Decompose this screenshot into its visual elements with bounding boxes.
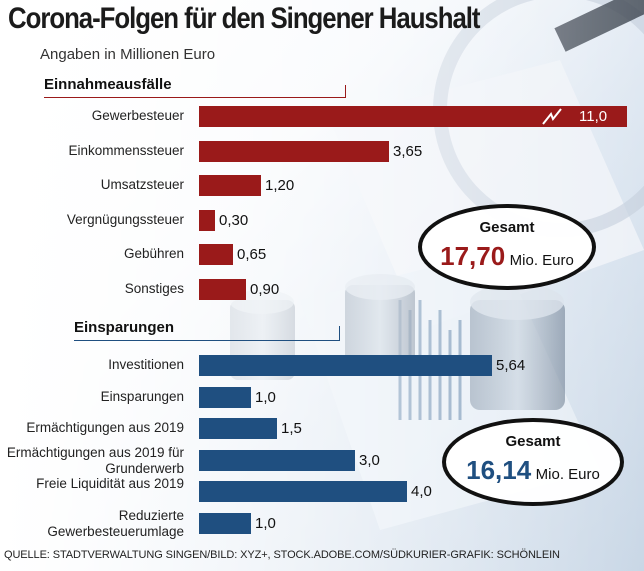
chart-subtitle: Angaben in Millionen Euro — [40, 46, 216, 63]
income-bar — [199, 106, 627, 127]
income-section-rule — [44, 97, 346, 98]
income-bar — [199, 244, 233, 265]
income-category-label: Einkommenssteuer — [68, 143, 184, 158]
savings-category-label: Ermächtigungen aus 2019 für Grunderwerb — [6, 445, 184, 476]
income-category-label: Vergnügungssteuer — [66, 212, 184, 227]
income-category-label: Gewerbesteuer — [91, 108, 184, 123]
savings-total-value: 16,14 — [466, 455, 532, 485]
savings-bar — [199, 481, 407, 502]
income-section-title: Einnahmeausfälle — [44, 76, 172, 93]
savings-total-label: Gesamt — [505, 433, 561, 450]
income-bar — [199, 175, 261, 196]
savings-bar — [199, 355, 492, 376]
axis-break-icon — [542, 108, 562, 125]
savings-bar — [199, 450, 355, 471]
savings-total-box: Gesamt 16,14 Mio. Euro — [442, 418, 624, 506]
income-value-label: 11,0 — [579, 108, 608, 125]
income-category-label: Sonstiges — [124, 281, 184, 296]
income-bar — [199, 210, 215, 231]
savings-value-label: 1,0 — [255, 515, 276, 532]
savings-category-label: Investitionen — [108, 357, 184, 372]
income-value-label: 3,65 — [393, 143, 423, 160]
income-value-label: 1,20 — [265, 177, 295, 194]
income-value-label: 0,30 — [219, 212, 249, 229]
income-value-label: 0,65 — [237, 246, 267, 263]
income-section-tick — [345, 85, 346, 98]
income-total-value: 17,70 — [440, 241, 506, 271]
savings-category-label: Freie Liquidität aus 2019 — [36, 476, 184, 491]
savings-category-label: Reduzierte Gewerbesteuerumlage — [47, 508, 184, 539]
savings-category-label: Einsparungen — [100, 389, 184, 404]
savings-value-label: 1,5 — [281, 420, 302, 437]
income-category-label: Gebühren — [123, 246, 184, 261]
savings-bar — [199, 387, 251, 408]
savings-value-label: 5,64 — [496, 357, 526, 374]
savings-total-unit: Mio. Euro — [535, 466, 600, 483]
savings-value-label: 1,0 — [255, 389, 276, 406]
savings-section-tick — [339, 326, 340, 341]
income-total-unit: Mio. Euro — [509, 252, 574, 269]
income-bar — [199, 279, 246, 300]
savings-bar — [199, 418, 277, 439]
savings-value-label: 4,0 — [411, 483, 432, 500]
income-value-label: 0,90 — [250, 281, 280, 298]
savings-section-rule — [74, 340, 340, 341]
income-bar — [199, 141, 389, 162]
chart-title: Corona-Folgen für den Singener Haushalt — [8, 2, 481, 35]
income-category-label: Umsatzsteuer — [100, 177, 184, 192]
savings-bar — [199, 513, 251, 534]
income-total-label: Gesamt — [479, 219, 535, 236]
income-total-box: Gesamt 17,70 Mio. Euro — [418, 204, 596, 290]
savings-section-title: Einsparungen — [74, 319, 175, 336]
source-credit: QUELLE: STADTVERWALTUNG SINGEN/BILD: XYZ… — [4, 549, 560, 561]
savings-value-label: 3,0 — [359, 452, 380, 469]
savings-category-label: Ermächtigungen aus 2019 — [26, 420, 184, 435]
